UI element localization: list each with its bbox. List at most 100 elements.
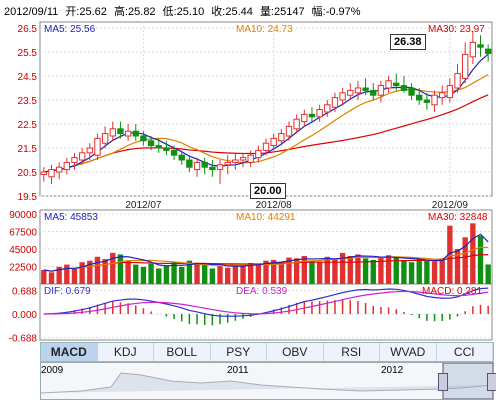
volume-bar	[117, 254, 124, 284]
nav-right-handle[interactable]	[487, 373, 496, 391]
volume-bar	[485, 264, 491, 284]
candle-body	[377, 85, 385, 96]
volume-bar	[133, 264, 139, 284]
candle-body	[431, 94, 438, 106]
volume-bar	[48, 272, 55, 284]
volume-bar	[255, 264, 262, 284]
candle-body	[347, 89, 354, 96]
volume-bar	[431, 261, 438, 284]
tab-macd[interactable]: MACD	[41, 343, 98, 361]
price-y-tick: 21.5	[18, 144, 38, 155]
candle-body	[439, 92, 446, 99]
candle-body	[354, 87, 362, 94]
candle-body	[163, 147, 170, 151]
candle-body	[48, 169, 55, 178]
volume-bar	[270, 259, 277, 284]
volume-bar	[301, 256, 307, 284]
volume-bar	[362, 258, 369, 284]
candle-body	[147, 140, 155, 147]
candle-body	[63, 161, 70, 171]
indicator-tabs: MACD KDJ BOLL PSY OBV RSI WVAD CCI	[40, 342, 494, 362]
tab-wvad[interactable]: WVAD	[380, 343, 437, 361]
volume-bar	[355, 254, 361, 284]
quote-header: 2012/09/11 开:25.62 高:25.82 低:25.10 收:25.…	[4, 3, 365, 19]
candle-body	[109, 128, 116, 137]
candle-body	[316, 109, 323, 118]
volume-bar	[462, 237, 468, 284]
candle-body	[469, 41, 477, 58]
volume-bar	[102, 259, 108, 284]
volume-bar	[79, 262, 85, 284]
candle-body	[124, 130, 132, 137]
price-y-tick: 22.5	[18, 120, 38, 131]
volume-bar	[477, 235, 484, 284]
volume-bar	[424, 260, 430, 284]
tab-kdj[interactable]: KDJ	[98, 343, 154, 361]
tab-boll[interactable]: BOLL	[154, 343, 211, 361]
time-navigator[interactable]: 2009 2011 2012	[40, 362, 496, 400]
candle-body	[308, 113, 316, 118]
volume-bar	[339, 252, 346, 284]
ma5-label: MA5: 25.56	[44, 24, 96, 35]
volume-bar	[217, 266, 223, 284]
volume-bar	[110, 252, 116, 284]
candle-body	[117, 128, 124, 135]
volume-bar	[148, 263, 154, 284]
volume-bar	[385, 255, 392, 284]
candle-body	[94, 137, 101, 156]
close-label: 收:25.44	[211, 6, 253, 18]
tab-cci[interactable]: CCI	[437, 343, 493, 361]
volume-label: 量:25147	[259, 6, 305, 18]
nav-year-2011: 2011	[227, 365, 249, 376]
volume-bar	[309, 260, 315, 284]
navigator-overview	[40, 362, 494, 400]
candle-body	[209, 166, 216, 171]
high-label: 高:25.82	[113, 6, 156, 18]
candle-body	[362, 87, 369, 91]
candle-body	[324, 104, 331, 113]
candle-body	[293, 118, 300, 130]
candle-body	[370, 89, 377, 96]
volume-bar	[286, 257, 292, 284]
tab-obv[interactable]: OBV	[267, 343, 324, 361]
tab-rsi[interactable]: RSI	[324, 343, 380, 361]
candle-body	[140, 135, 147, 142]
candle-body	[477, 44, 484, 48]
volume-bar	[171, 262, 177, 284]
tab-psy[interactable]: PSY	[211, 343, 267, 361]
volume-bar	[64, 264, 70, 284]
dif-line	[43, 287, 489, 317]
volume-bar	[202, 264, 208, 284]
nav-year-2009: 2009	[41, 365, 64, 376]
vol-ma5-line	[43, 233, 489, 272]
volume-y-tick: 90000	[9, 210, 37, 221]
dea-label: DEA: 0.539	[236, 286, 288, 297]
nav-left-handle[interactable]	[438, 373, 448, 391]
price-x-tick: 2012/09	[432, 200, 469, 211]
open-label: 开:25.62	[65, 6, 107, 18]
volume-bar	[293, 258, 300, 284]
low-marker: 20.00	[250, 183, 286, 199]
candle-body	[71, 157, 78, 163]
volume-bar	[470, 223, 476, 284]
vol-ma10-line	[43, 246, 489, 272]
volume-bar	[393, 257, 399, 284]
candle-body	[454, 73, 461, 89]
macd-y-tick: 0.000	[12, 310, 37, 321]
ma10-label: MA10: 24.73	[236, 24, 293, 35]
candle-body	[339, 92, 346, 101]
price-y-tick: 26.5	[18, 24, 38, 35]
volume-bar	[324, 256, 330, 284]
vol-ma5-label: MA5: 45853	[44, 212, 98, 223]
price-y-tick: 24.5	[18, 72, 38, 83]
volume-bar	[94, 256, 101, 284]
macd-label: MACD: 0.281	[422, 286, 483, 297]
volume-bar	[240, 265, 246, 284]
volume-y-tick: 22500	[9, 263, 37, 274]
candle-body	[216, 164, 224, 171]
ma30-label: MA30: 23.97	[428, 24, 485, 35]
candle-body	[400, 85, 408, 91]
candle-body	[201, 161, 208, 168]
candle-body	[262, 142, 270, 151]
volume-bar	[179, 266, 185, 284]
